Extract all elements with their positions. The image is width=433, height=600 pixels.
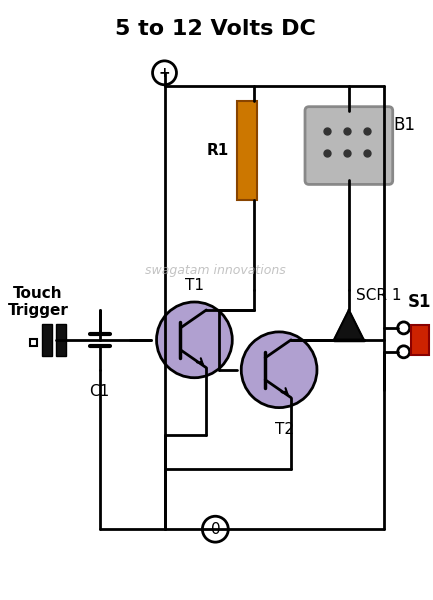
Text: B1: B1 bbox=[394, 116, 416, 134]
Text: T1: T1 bbox=[185, 278, 204, 293]
Bar bbox=[30, 339, 37, 346]
Bar bbox=[237, 101, 257, 200]
Text: SCR 1: SCR 1 bbox=[356, 287, 401, 302]
Text: Touch
Trigger: Touch Trigger bbox=[7, 286, 68, 318]
Text: S1: S1 bbox=[408, 293, 431, 311]
Bar bbox=[42, 324, 52, 356]
Text: 0: 0 bbox=[210, 521, 220, 536]
Bar bbox=[410, 325, 429, 355]
Bar bbox=[56, 324, 66, 356]
Text: +: + bbox=[159, 66, 170, 80]
Circle shape bbox=[241, 332, 317, 407]
Text: R1: R1 bbox=[207, 143, 229, 158]
Text: swagatam innovations: swagatam innovations bbox=[145, 263, 286, 277]
Text: 5 to 12 Volts DC: 5 to 12 Volts DC bbox=[115, 19, 316, 39]
FancyBboxPatch shape bbox=[305, 107, 393, 184]
Circle shape bbox=[157, 302, 232, 378]
Polygon shape bbox=[334, 310, 364, 340]
Text: T2: T2 bbox=[275, 422, 294, 437]
Text: C1: C1 bbox=[90, 384, 110, 399]
